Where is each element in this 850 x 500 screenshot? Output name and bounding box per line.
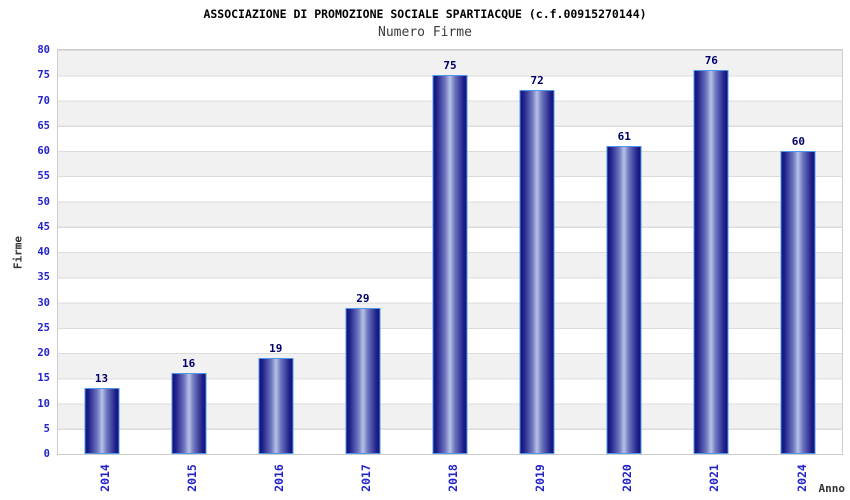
x-tick-label: 2017 <box>358 464 373 492</box>
bar-slot: 75 <box>406 50 493 454</box>
bar-value-label: 13 <box>94 372 109 386</box>
x-tick-2018: 2018 <box>433 458 473 498</box>
y-tick-label: 40 <box>37 246 50 258</box>
bar-slot: 29 <box>319 50 406 454</box>
bar-2014 <box>84 388 120 454</box>
x-tick-2017: 2017 <box>346 458 386 498</box>
bar-value-label: 76 <box>704 54 718 68</box>
x-tick-label: 2021 <box>707 464 722 492</box>
x-tick-2019: 2019 <box>520 458 560 498</box>
bar-2019 <box>519 90 555 454</box>
y-tick-label: 50 <box>37 195 50 208</box>
bar-slot: 76 <box>668 50 755 454</box>
x-tick-label: 2018 <box>445 464 460 492</box>
bar-value-label: 61 <box>617 129 631 143</box>
x-tick-label: 2015 <box>184 464 199 492</box>
y-tick-label: 65 <box>37 119 50 132</box>
y-tick-label: 75 <box>37 69 50 82</box>
x-tick-label: 2019 <box>533 464 548 492</box>
bar-value-label: 29 <box>356 291 370 305</box>
bar-2017 <box>345 307 381 454</box>
x-tick-2014: 2014 <box>85 458 125 498</box>
y-tick-label: 45 <box>37 220 50 233</box>
bar-slot: 60 <box>755 50 842 454</box>
x-tick-2020: 2020 <box>607 458 647 498</box>
bar-slot: 13 <box>58 50 145 454</box>
bar-2016 <box>258 358 294 454</box>
y-tick-label: 60 <box>37 145 50 157</box>
bar-value-label: 72 <box>530 74 544 88</box>
chart-title: ASSOCIAZIONE DI PROMOZIONE SOCIALE SPART… <box>203 7 647 21</box>
bar-2020 <box>606 145 642 454</box>
bar-value-label: 16 <box>182 357 196 371</box>
x-tick-label: 2024 <box>794 464 809 492</box>
bar-2015 <box>171 373 207 454</box>
y-tick-label: 30 <box>37 296 50 309</box>
x-tick-label: 2016 <box>271 464 286 492</box>
y-tick-label: 25 <box>37 321 50 334</box>
y-tick-label: 5 <box>43 422 50 435</box>
bar-slot: 72 <box>494 50 581 454</box>
bar-value-label: 19 <box>269 342 283 356</box>
bar-value-label: 60 <box>791 135 806 148</box>
y-tick-label: 20 <box>37 347 50 359</box>
bar-slot: 61 <box>581 50 668 454</box>
y-tick-label: 55 <box>37 170 50 183</box>
bar-value-label: 75 <box>443 59 457 73</box>
x-tick-2015: 2015 <box>172 458 212 498</box>
x-tick-2016: 2016 <box>259 458 299 498</box>
x-tick-label: 2014 <box>97 464 112 492</box>
x-axis-title: Anno <box>818 482 846 495</box>
bar-slot: 19 <box>232 50 319 454</box>
y-tick-label: 35 <box>37 271 50 284</box>
bar-2021 <box>693 70 729 454</box>
plot-area: 13 16 19 29 75 72 61 76 60 <box>57 49 843 455</box>
x-tick-2021: 2021 <box>694 458 734 498</box>
chart-subtitle: Numero Firme <box>378 25 472 40</box>
bar-2024 <box>780 151 816 454</box>
y-tick-label: 10 <box>37 397 50 410</box>
y-tick-label: 0 <box>43 448 50 460</box>
y-tick-label: 80 <box>37 44 50 56</box>
x-tick-label: 2020 <box>620 464 635 492</box>
y-tick-label: 70 <box>37 94 50 107</box>
y-tick-label: 15 <box>37 372 50 385</box>
bar-slot: 16 <box>145 50 232 454</box>
bar-2018 <box>432 75 468 454</box>
x-tick-2024: 2024 <box>781 458 821 498</box>
